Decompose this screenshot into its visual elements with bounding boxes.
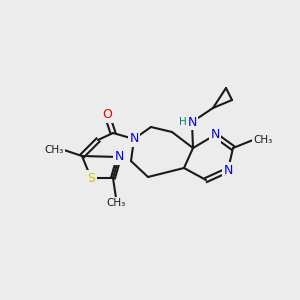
Text: N: N <box>187 116 197 128</box>
Text: N: N <box>210 128 220 142</box>
Text: N: N <box>129 133 139 146</box>
Text: CH₃: CH₃ <box>253 135 272 145</box>
Text: H: H <box>179 117 187 127</box>
Text: S: S <box>87 172 95 184</box>
Text: CH₃: CH₃ <box>106 198 126 208</box>
Text: N: N <box>114 151 124 164</box>
Text: N: N <box>223 164 233 176</box>
Text: CH₃: CH₃ <box>45 145 64 155</box>
Text: O: O <box>102 109 112 122</box>
